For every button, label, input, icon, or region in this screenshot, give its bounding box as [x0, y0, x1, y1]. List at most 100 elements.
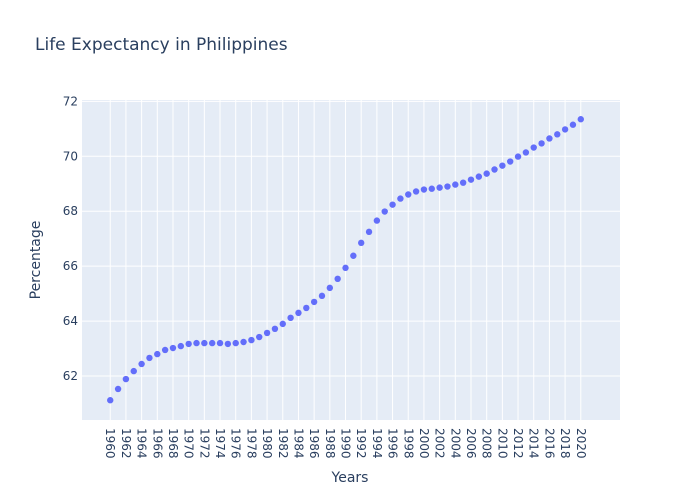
x-tick-label: 1974 — [213, 428, 227, 459]
x-tick-label: 1984 — [291, 428, 305, 459]
x-tick-label: 2002 — [433, 428, 447, 459]
data-point — [577, 116, 584, 123]
data-point — [177, 342, 185, 350]
data-point — [318, 292, 326, 300]
data-point — [161, 346, 169, 354]
y-tick-label: 62 — [63, 369, 78, 383]
x-tick-label: 1992 — [354, 428, 368, 459]
data-point — [397, 195, 404, 202]
data-point — [420, 186, 428, 193]
data-point — [208, 339, 216, 347]
data-point — [467, 176, 475, 183]
data-point — [428, 185, 435, 192]
data-point — [138, 360, 145, 368]
x-tick-label: 1962 — [119, 428, 133, 459]
data-point — [514, 153, 522, 160]
data-point — [507, 158, 514, 165]
x-tick-label: 1978 — [244, 428, 258, 459]
data-point — [295, 309, 302, 317]
data-point — [216, 339, 224, 347]
x-tick-label: 1960 — [103, 428, 117, 459]
x-tick-label: 1970 — [182, 428, 196, 459]
x-tick-label: 2008 — [480, 428, 494, 459]
data-point — [224, 340, 232, 348]
data-point — [444, 183, 451, 190]
data-point — [499, 162, 506, 169]
x-tick-label: 1972 — [197, 428, 211, 459]
data-point — [522, 149, 530, 156]
x-tick-label: 1964 — [135, 428, 149, 459]
data-point — [365, 228, 373, 236]
y-tick-label: 68 — [63, 204, 78, 218]
data-point — [130, 367, 137, 375]
x-tick-label: 1994 — [370, 428, 384, 459]
data-point — [193, 339, 200, 347]
y-axis-label: Percentage — [28, 221, 44, 300]
data-point — [357, 239, 365, 247]
data-point — [303, 304, 310, 312]
x-tick-label: 2016 — [542, 428, 556, 459]
data-point — [263, 329, 271, 337]
data-point — [287, 314, 294, 322]
data-point — [326, 284, 334, 292]
data-point — [412, 188, 420, 195]
x-tick-label: 1996 — [386, 428, 400, 459]
data-point — [310, 298, 318, 306]
data-point — [546, 135, 553, 142]
data-point — [483, 170, 490, 177]
data-point — [561, 126, 569, 133]
x-tick-label: 1988 — [323, 428, 337, 459]
x-tick-label: 2010 — [495, 428, 509, 459]
data-point — [185, 340, 192, 348]
x-tick-label: 2014 — [527, 428, 541, 459]
data-point — [248, 336, 255, 344]
x-tick-label: 1998 — [401, 428, 415, 459]
x-tick-label: 1982 — [276, 428, 290, 459]
y-tick-label: 70 — [63, 149, 78, 163]
x-tick-label: 1980 — [260, 428, 274, 459]
data-point — [373, 217, 381, 224]
x-tick-label: 1986 — [307, 428, 321, 459]
data-point — [154, 350, 161, 358]
data-point — [405, 191, 412, 198]
x-axis-label: Years — [331, 470, 369, 486]
data-point — [169, 344, 177, 352]
data-point — [107, 397, 114, 404]
x-tick-label: 1968 — [166, 428, 180, 459]
data-point — [240, 338, 247, 346]
data-point — [232, 339, 239, 347]
x-tick-label: 2004 — [448, 428, 462, 459]
data-point — [436, 184, 443, 191]
data-point — [334, 275, 341, 283]
plot-area — [82, 100, 620, 420]
data-point — [389, 201, 396, 208]
data-point — [459, 179, 467, 186]
data-point — [350, 252, 357, 259]
x-tick-label: 1966 — [150, 428, 164, 459]
x-tick-label: 1990 — [339, 428, 353, 459]
x-tick-label: 2018 — [558, 428, 572, 459]
data-point — [271, 325, 279, 333]
data-point — [381, 208, 388, 215]
data-point — [146, 354, 153, 362]
data-point — [452, 181, 459, 188]
data-point — [342, 264, 349, 272]
x-tick-label: 2000 — [417, 428, 431, 459]
data-point — [491, 166, 498, 173]
x-tick-label: 2006 — [464, 428, 478, 459]
data-point — [114, 385, 122, 393]
y-tick-label: 64 — [63, 314, 78, 328]
data-point — [538, 140, 545, 147]
data-point — [256, 333, 263, 341]
data-point — [530, 144, 537, 151]
data-point — [475, 173, 483, 180]
data-point — [569, 121, 577, 128]
x-tick-label: 2012 — [511, 428, 525, 459]
data-point — [122, 375, 130, 383]
x-tick-label: 2020 — [574, 428, 588, 459]
chart-title: Life Expectancy in Philippines — [35, 35, 288, 55]
data-point — [279, 320, 286, 328]
data-point — [554, 131, 561, 138]
